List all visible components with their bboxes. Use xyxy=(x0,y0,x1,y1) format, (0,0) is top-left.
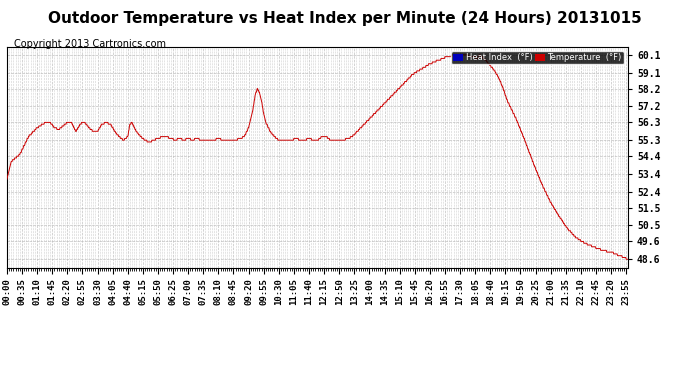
Legend: Heat Index  (°F), Temperature  (°F): Heat Index (°F), Temperature (°F) xyxy=(451,51,624,64)
Text: Copyright 2013 Cartronics.com: Copyright 2013 Cartronics.com xyxy=(14,39,166,50)
Text: Outdoor Temperature vs Heat Index per Minute (24 Hours) 20131015: Outdoor Temperature vs Heat Index per Mi… xyxy=(48,11,642,26)
